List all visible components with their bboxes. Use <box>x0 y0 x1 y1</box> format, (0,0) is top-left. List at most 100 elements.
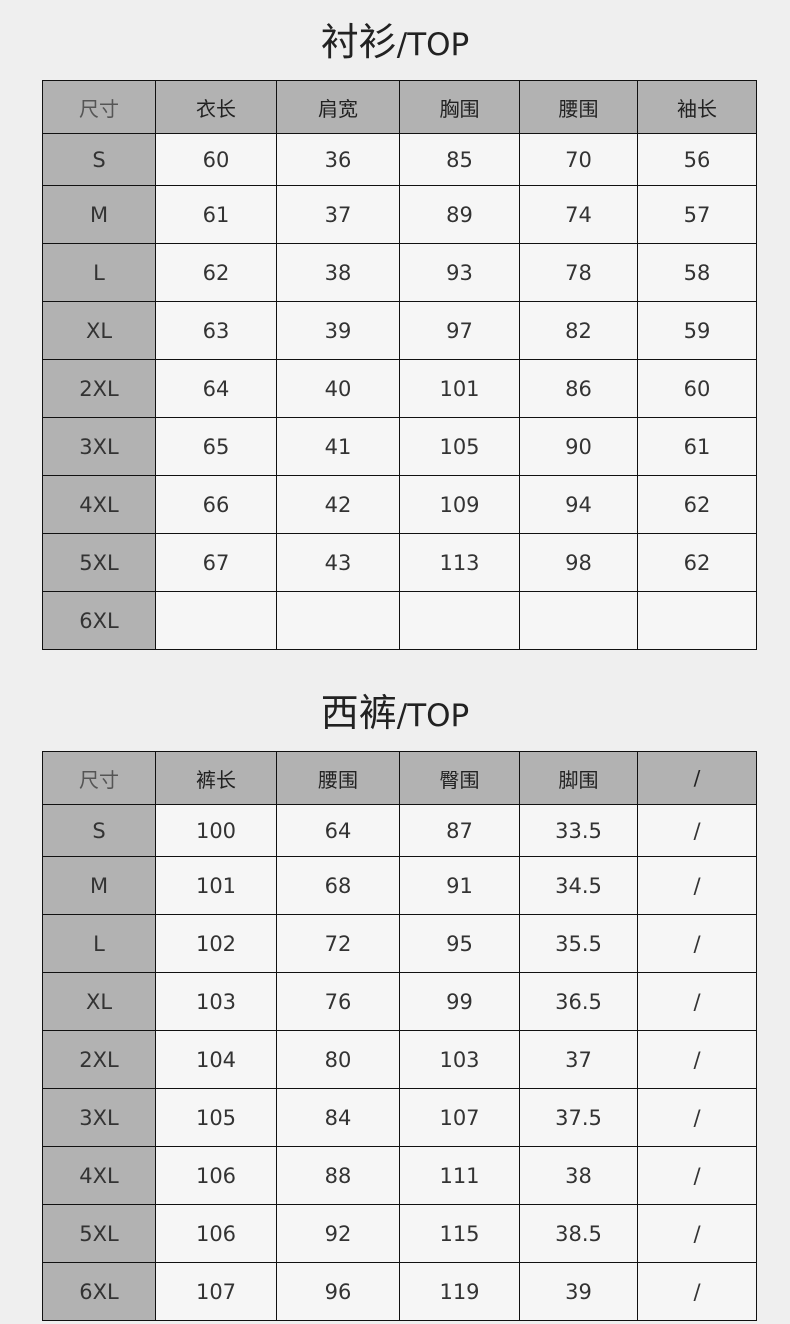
size-label: 3XL <box>42 417 156 476</box>
measurement-cell: 38.5 <box>519 1204 638 1263</box>
column-header: 脚围 <box>519 751 638 805</box>
size-label: 2XL <box>42 1030 156 1089</box>
size-label: M <box>42 185 156 244</box>
measurement-cell: 101 <box>155 856 277 915</box>
measurement-cell: 103 <box>399 1030 520 1089</box>
table-row: 5XL 106 92 115 38.5/ <box>42 1204 757 1263</box>
measurement-cell: 58 <box>637 243 757 302</box>
table-row: M 61 37 89 74 57 <box>42 185 757 244</box>
measurement-cell: 94 <box>519 475 638 534</box>
measurement-cell: 38 <box>276 243 400 302</box>
column-header: 肩宽 <box>276 80 400 134</box>
measurement-cell: 109 <box>399 475 520 534</box>
measurement-cell: 86 <box>519 359 638 418</box>
column-header: 裤长 <box>155 751 277 805</box>
measurement-cell: / <box>637 856 757 915</box>
table-row: 6XL <box>42 591 757 650</box>
table-row: S 60 36 85 70 56 <box>42 133 757 186</box>
measurement-cell: 62 <box>637 533 757 592</box>
measurement-cell: 88 <box>276 1146 400 1205</box>
measurement-cell: 68 <box>276 856 400 915</box>
size-label: 2XL <box>42 359 156 418</box>
trousers-size-title: 西裤/TOP <box>0 691 790 738</box>
measurement-cell: / <box>637 1030 757 1089</box>
size-label: 6XL <box>42 591 156 650</box>
measurement-cell: 41 <box>276 417 400 476</box>
table-row: 6XL 107 96 119 39/ <box>42 1262 757 1321</box>
measurement-cell <box>155 591 277 650</box>
measurement-cell: 34.5 <box>519 856 638 915</box>
measurement-cell: 37 <box>519 1030 638 1089</box>
measurement-cell: 106 <box>155 1146 277 1205</box>
measurement-cell: 64 <box>155 359 277 418</box>
column-header: 腰围 <box>276 751 400 805</box>
measurement-cell: 40 <box>276 359 400 418</box>
table-row: M 101 68 91 34.5/ <box>42 856 757 915</box>
measurement-cell: 104 <box>155 1030 277 1089</box>
size-label: 6XL <box>42 1262 156 1321</box>
size-label: L <box>42 914 156 973</box>
table-row: 3XL 65 41 105 90 61 <box>42 417 757 476</box>
measurement-cell: / <box>637 1262 757 1321</box>
size-label: 5XL <box>42 533 156 592</box>
size-label: 4XL <box>42 475 156 534</box>
size-label: 4XL <box>42 1146 156 1205</box>
measurement-cell: 101 <box>399 359 520 418</box>
title-en: /TOP <box>396 27 470 63</box>
measurement-cell: 60 <box>155 133 277 186</box>
measurement-cell: 95 <box>399 914 520 973</box>
measurement-cell: 96 <box>276 1262 400 1321</box>
measurement-cell: 33.5 <box>519 804 638 857</box>
measurement-cell: 39 <box>276 301 400 360</box>
measurement-cell: 107 <box>155 1262 277 1321</box>
size-label: 3XL <box>42 1088 156 1147</box>
measurement-cell: 82 <box>519 301 638 360</box>
column-header: 臀围 <box>399 751 520 805</box>
measurement-cell: 84 <box>276 1088 400 1147</box>
measurement-cell: 103 <box>155 972 277 1031</box>
table-row: S 100 64 87 33.5/ <box>42 804 757 857</box>
header-row: 尺寸 衣长 肩宽 胸围 腰围 袖长 <box>42 80 757 134</box>
shirt-size-title: 衬衫/TOP <box>0 20 790 67</box>
measurement-cell: 37.5 <box>519 1088 638 1147</box>
measurement-cell: 92 <box>276 1204 400 1263</box>
table-row: XL 63 39 97 82 59 <box>42 301 757 360</box>
measurement-cell: 37 <box>276 185 400 244</box>
column-header: 衣长 <box>155 80 277 134</box>
header-row: 尺寸 裤长 腰围 臀围 脚围 / <box>42 751 757 805</box>
measurement-cell: 62 <box>637 475 757 534</box>
measurement-cell: 74 <box>519 185 638 244</box>
measurement-cell: 89 <box>399 185 520 244</box>
measurement-cell <box>276 591 400 650</box>
measurement-cell: 70 <box>519 133 638 186</box>
measurement-cell: 42 <box>276 475 400 534</box>
table-row: L 62 38 93 78 58 <box>42 243 757 302</box>
measurement-cell: 43 <box>276 533 400 592</box>
measurement-cell: 105 <box>155 1088 277 1147</box>
measurement-cell: 62 <box>155 243 277 302</box>
measurement-cell: 97 <box>399 301 520 360</box>
title-cn: 西裤 <box>320 691 397 735</box>
measurement-cell: 80 <box>276 1030 400 1089</box>
size-label: XL <box>42 301 156 360</box>
measurement-cell: 63 <box>155 301 277 360</box>
size-label: 5XL <box>42 1204 156 1263</box>
measurement-cell <box>399 591 520 650</box>
table-row: 2XL 104 80 103 37/ <box>42 1030 757 1089</box>
measurement-cell: / <box>637 804 757 857</box>
column-header: 胸围 <box>399 80 520 134</box>
measurement-cell: 113 <box>399 533 520 592</box>
measurement-cell: 90 <box>519 417 638 476</box>
measurement-cell: 57 <box>637 185 757 244</box>
measurement-cell <box>519 591 638 650</box>
column-header: 尺寸 <box>42 751 156 805</box>
measurement-cell: / <box>637 1088 757 1147</box>
measurement-cell: 111 <box>399 1146 520 1205</box>
measurement-cell: 115 <box>399 1204 520 1263</box>
measurement-cell: 56 <box>637 133 757 186</box>
measurement-cell: 93 <box>399 243 520 302</box>
measurement-cell: 60 <box>637 359 757 418</box>
measurement-cell: 38 <box>519 1146 638 1205</box>
measurement-cell: 105 <box>399 417 520 476</box>
measurement-cell: / <box>637 914 757 973</box>
